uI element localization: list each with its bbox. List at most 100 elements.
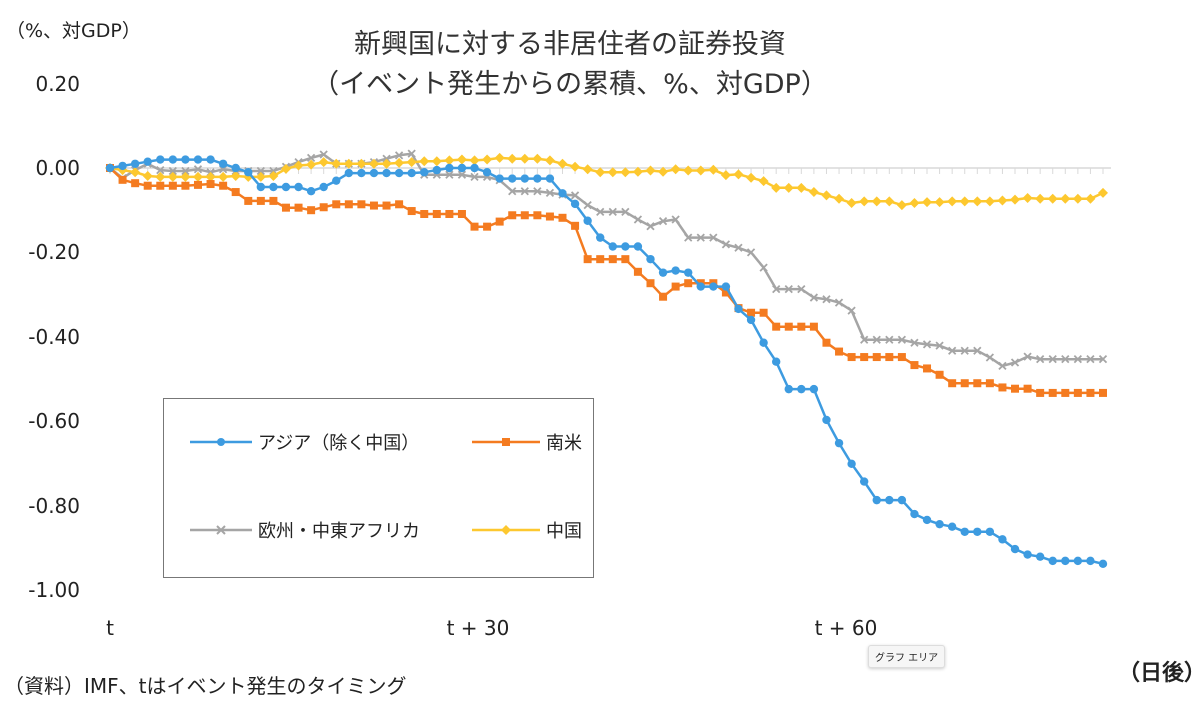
data-point [507,153,518,164]
data-point [998,535,1007,544]
data-point [608,242,617,251]
legend[interactable]: アジア（除く中国） 南米 欧州・中東アフリカ 中国 [163,398,594,578]
data-point [1023,384,1032,393]
data-point [960,379,969,388]
data-point [508,187,517,196]
data-point [1099,388,1107,397]
data-point [1061,556,1070,566]
y-axis-label: （%、対GDP） [6,20,141,42]
data-point [167,171,178,182]
data-point [1061,388,1070,397]
data-point [206,155,215,164]
data-point [1048,355,1057,364]
data-point [533,187,542,196]
data-point [859,196,870,207]
data-point [294,182,303,192]
data-point [293,160,304,171]
data-point [495,174,504,183]
data-point [558,189,567,198]
data-point [156,155,165,164]
data-point [1023,550,1032,559]
data-point [219,181,228,190]
legend-swatch-china [472,525,540,535]
data-point [923,364,932,373]
data-point [834,298,844,307]
data-point [231,163,240,173]
data-point [1023,352,1032,361]
data-point [721,288,730,297]
data-point [457,170,467,179]
data-point [1073,388,1082,397]
data-point [821,190,832,201]
data-point [822,415,831,425]
data-point [658,166,669,177]
data-point [130,159,140,168]
data-point [583,255,592,264]
data-point [797,384,806,394]
data-point [834,193,845,204]
data-point [596,233,605,242]
data-point [846,198,857,209]
data-point [847,353,856,362]
data-point [985,353,995,362]
data-point [181,181,190,190]
data-point [960,527,969,536]
y-tick-label: 0.20 [35,72,80,96]
data-point [959,196,970,207]
data-point [168,155,178,164]
data-point [181,155,190,164]
data-point [885,353,894,362]
data-point [746,315,756,325]
data-point [734,243,743,252]
data-point [608,207,617,217]
data-point [131,179,140,188]
data-point [281,203,290,212]
data-point [658,217,668,226]
data-point [1073,556,1083,566]
data-point [394,168,404,178]
data-point [998,361,1007,371]
data-point [721,240,731,249]
data-point [432,209,441,218]
data-point [1010,544,1020,554]
data-point [1010,194,1021,205]
data-point [671,266,680,275]
data-point [922,340,932,349]
data-point [872,495,881,505]
data-point [670,164,681,175]
data-point [935,370,944,379]
data-point [784,322,793,331]
legend-item-emea: 欧州・中東アフリカ [190,517,420,543]
data-point [1060,193,1071,204]
data-point [332,200,341,209]
data-point [1036,355,1045,364]
data-point [532,153,543,164]
data-point [620,167,631,178]
data-point [118,161,127,171]
data-point [294,203,303,212]
data-point [935,341,944,350]
y-tick-label: -0.40 [28,325,80,349]
data-point [973,346,982,355]
data-point [230,171,241,182]
legend-item-china: 中国 [472,517,582,543]
data-point [570,191,580,200]
data-point [973,379,982,388]
data-point [520,174,529,183]
data-point [118,175,127,184]
data-point [519,153,530,164]
data-point [268,171,279,182]
y-tick-label: -0.80 [28,494,80,518]
data-point [143,157,152,166]
data-point [1036,388,1045,397]
data-point [583,216,592,225]
data-point [684,279,693,288]
data-point [948,379,957,388]
data-point [683,165,694,176]
data-point [884,196,895,207]
data-point [1086,556,1095,566]
data-point [984,196,995,207]
data-point [445,209,454,218]
data-point [783,182,794,193]
